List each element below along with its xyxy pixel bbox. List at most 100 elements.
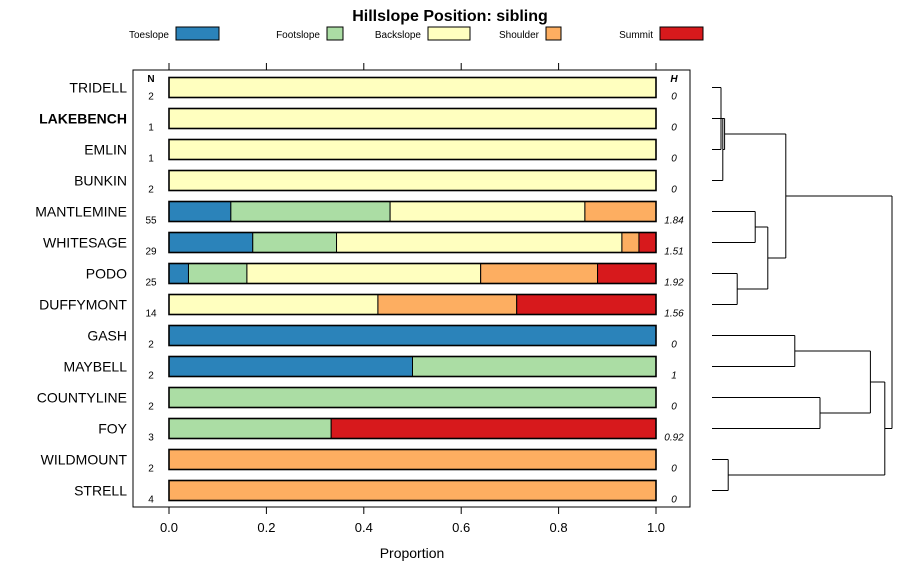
legend-label-summit: Summit (619, 30, 653, 41)
legend-swatch-footslope (326, 26, 344, 41)
x-tick-label: 0.6 (452, 520, 470, 535)
legend-swatch-summit (659, 26, 704, 41)
n-value-countyline: 2 (148, 402, 154, 413)
bars-group (168, 76, 657, 502)
h-value-mantlemine: 1.84 (664, 216, 684, 227)
h-value-bunkin: 0 (671, 185, 677, 196)
category-labels: TRIDELL LAKEBENCH EMLIN BUNKIN MANTLEMINE WHI… (35, 80, 127, 499)
n-value-maybell: 2 (148, 371, 154, 382)
h-value-maybell: 1 (671, 371, 677, 382)
bar-outline-wildmount (168, 448, 657, 471)
bar-podo-toeslope (168, 263, 189, 284)
bar-podo-shoulder (480, 263, 599, 284)
h-value-duffymont: 1.56 (664, 309, 684, 320)
bar-wildmount-shoulder (168, 449, 657, 470)
legend-swatch-toeslope (175, 26, 220, 41)
bar-foy-summit (330, 418, 657, 439)
plot-frame (132, 69, 691, 508)
h-value-gash: 0 (671, 340, 677, 351)
bar-emlin-backslope (168, 139, 657, 160)
n-value-bunkin: 2 (148, 185, 154, 196)
bar-mantlemine-shoulder (584, 201, 657, 222)
bar-outline-duffymont (168, 293, 657, 316)
bar-outline-mantlemine (168, 200, 657, 223)
bar-mantlemine-footslope (230, 201, 391, 222)
category-label-duffymont: DUFFYMONT (39, 297, 127, 313)
h-value-lakebench: 0 (671, 123, 677, 134)
bar-tridell-backslope (168, 77, 657, 98)
bar-outline-tridell (168, 76, 657, 99)
x-tick-label: 0.2 (257, 520, 275, 535)
category-label-wildmount: WILDMOUNT (41, 452, 128, 468)
category-label-foy: FOY (98, 421, 127, 437)
legend-swatch-backslope (427, 26, 471, 41)
h-value-whitesage: 1.51 (664, 247, 683, 258)
x-tick-label: 1.0 (647, 520, 665, 535)
category-label-strell: STRELL (74, 483, 127, 499)
bar-outline-whitesage (168, 231, 657, 254)
bar-foy-footslope (168, 418, 332, 439)
n-value-podo: 25 (145, 278, 157, 289)
h-value-foy: 0.92 (664, 433, 684, 444)
bar-podo-summit (597, 263, 657, 284)
bar-outline-foy (168, 417, 657, 440)
category-label-gash: GASH (87, 328, 127, 344)
category-label-bunkin: BUNKIN (74, 173, 127, 189)
category-label-tridell: TRIDELL (69, 80, 127, 96)
bar-outline-maybell (168, 355, 657, 378)
bar-outline-emlin (168, 138, 657, 161)
category-label-emlin: EMLIN (84, 142, 127, 158)
bar-whitesage-summit (638, 232, 657, 253)
bar-outline-bunkin (168, 169, 657, 192)
x-tick-label: 0.4 (355, 520, 373, 535)
h-header: H (670, 74, 678, 85)
h-values: 0 0 0 0 1.84 1.51 1.92 1.56 0 1 0 0.92 0 0 (664, 92, 684, 506)
n-value-lakebench: 1 (148, 123, 154, 134)
bar-strell-shoulder (168, 480, 657, 501)
bar-whitesage-toeslope (168, 232, 254, 253)
n-value-tridell: 2 (148, 92, 154, 103)
legend-label-backslope: Backslope (375, 30, 422, 41)
bar-outline-lakebench (168, 107, 657, 130)
h-value-countyline: 0 (671, 402, 677, 413)
bar-outline-podo (168, 262, 657, 285)
n-value-gash: 2 (148, 340, 154, 351)
bar-duffymont-backslope (168, 294, 379, 315)
category-label-mantlemine: MANTLEMINE (35, 204, 127, 220)
legend-label-footslope: Footslope (276, 30, 320, 41)
n-value-strell: 4 (148, 495, 154, 506)
legend: Toeslope Footslope Backslope Shoulder Summit (129, 26, 704, 41)
n-value-mantlemine: 55 (145, 216, 157, 227)
h-value-wildmount: 0 (671, 464, 677, 475)
x-axis: 0.0 0.2 0.4 0.6 0.8 1.0 (160, 63, 665, 535)
bar-maybell-toeslope (168, 356, 413, 377)
bar-mantlemine-toeslope (168, 201, 232, 222)
bar-maybell-footslope (412, 356, 657, 377)
bar-duffymont-summit (516, 294, 657, 315)
bar-podo-backslope (246, 263, 482, 284)
n-values: 2 1 1 2 55 29 25 14 2 2 2 3 2 4 (145, 92, 157, 506)
n-value-whitesage: 29 (145, 247, 157, 258)
n-header: N (147, 74, 154, 85)
category-label-countyline: COUNTYLINE (37, 390, 127, 406)
bar-duffymont-shoulder (377, 294, 518, 315)
n-value-wildmount: 2 (148, 464, 154, 475)
bar-countyline-footslope (168, 387, 657, 408)
category-label-podo: PODO (86, 266, 127, 282)
n-value-emlin: 1 (148, 154, 154, 165)
category-label-maybell: MAYBELL (63, 359, 127, 375)
x-tick-label: 0.0 (160, 520, 178, 535)
n-value-foy: 3 (148, 433, 154, 444)
bar-lakebench-backslope (168, 108, 657, 129)
bar-mantlemine-backslope (389, 201, 586, 222)
legend-label-shoulder: Shoulder (499, 30, 540, 41)
category-label-whitesage: WHITESAGE (43, 235, 127, 251)
bar-outline-gash (168, 324, 657, 347)
h-value-tridell: 0 (671, 92, 677, 103)
legend-label-toeslope: Toeslope (129, 30, 169, 41)
h-value-strell: 0 (671, 495, 677, 506)
bar-outline-countyline (168, 386, 657, 409)
bar-whitesage-shoulder (621, 232, 640, 253)
h-value-podo: 1.92 (664, 278, 684, 289)
